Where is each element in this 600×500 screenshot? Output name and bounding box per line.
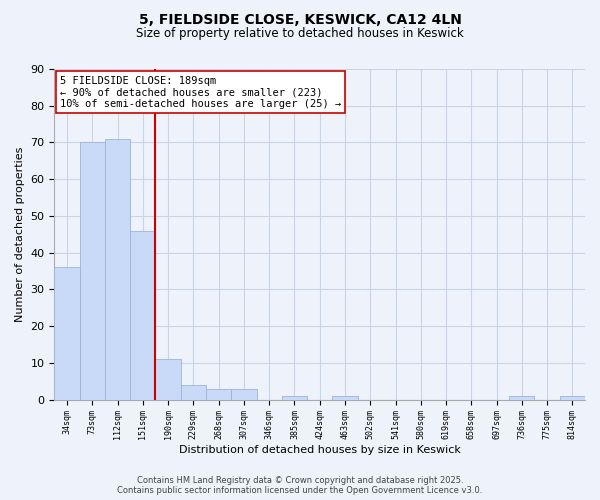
- Bar: [560, 396, 585, 400]
- Text: 5, FIELDSIDE CLOSE, KESWICK, CA12 4LN: 5, FIELDSIDE CLOSE, KESWICK, CA12 4LN: [139, 12, 461, 26]
- Bar: [80, 142, 105, 400]
- Text: Size of property relative to detached houses in Keswick: Size of property relative to detached ho…: [136, 28, 464, 40]
- Bar: [55, 268, 80, 400]
- Bar: [130, 230, 155, 400]
- Bar: [206, 388, 231, 400]
- Bar: [231, 388, 257, 400]
- Bar: [155, 360, 181, 400]
- Bar: [105, 139, 130, 400]
- Text: Contains HM Land Registry data © Crown copyright and database right 2025.
Contai: Contains HM Land Registry data © Crown c…: [118, 476, 482, 495]
- Text: 5 FIELDSIDE CLOSE: 189sqm
← 90% of detached houses are smaller (223)
10% of semi: 5 FIELDSIDE CLOSE: 189sqm ← 90% of detac…: [60, 76, 341, 109]
- Bar: [181, 385, 206, 400]
- Bar: [282, 396, 307, 400]
- X-axis label: Distribution of detached houses by size in Keswick: Distribution of detached houses by size …: [179, 445, 461, 455]
- Bar: [332, 396, 358, 400]
- Bar: [509, 396, 535, 400]
- Y-axis label: Number of detached properties: Number of detached properties: [15, 146, 25, 322]
